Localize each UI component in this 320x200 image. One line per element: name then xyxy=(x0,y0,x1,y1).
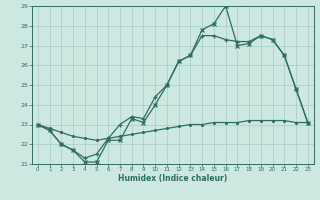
X-axis label: Humidex (Indice chaleur): Humidex (Indice chaleur) xyxy=(118,174,228,183)
